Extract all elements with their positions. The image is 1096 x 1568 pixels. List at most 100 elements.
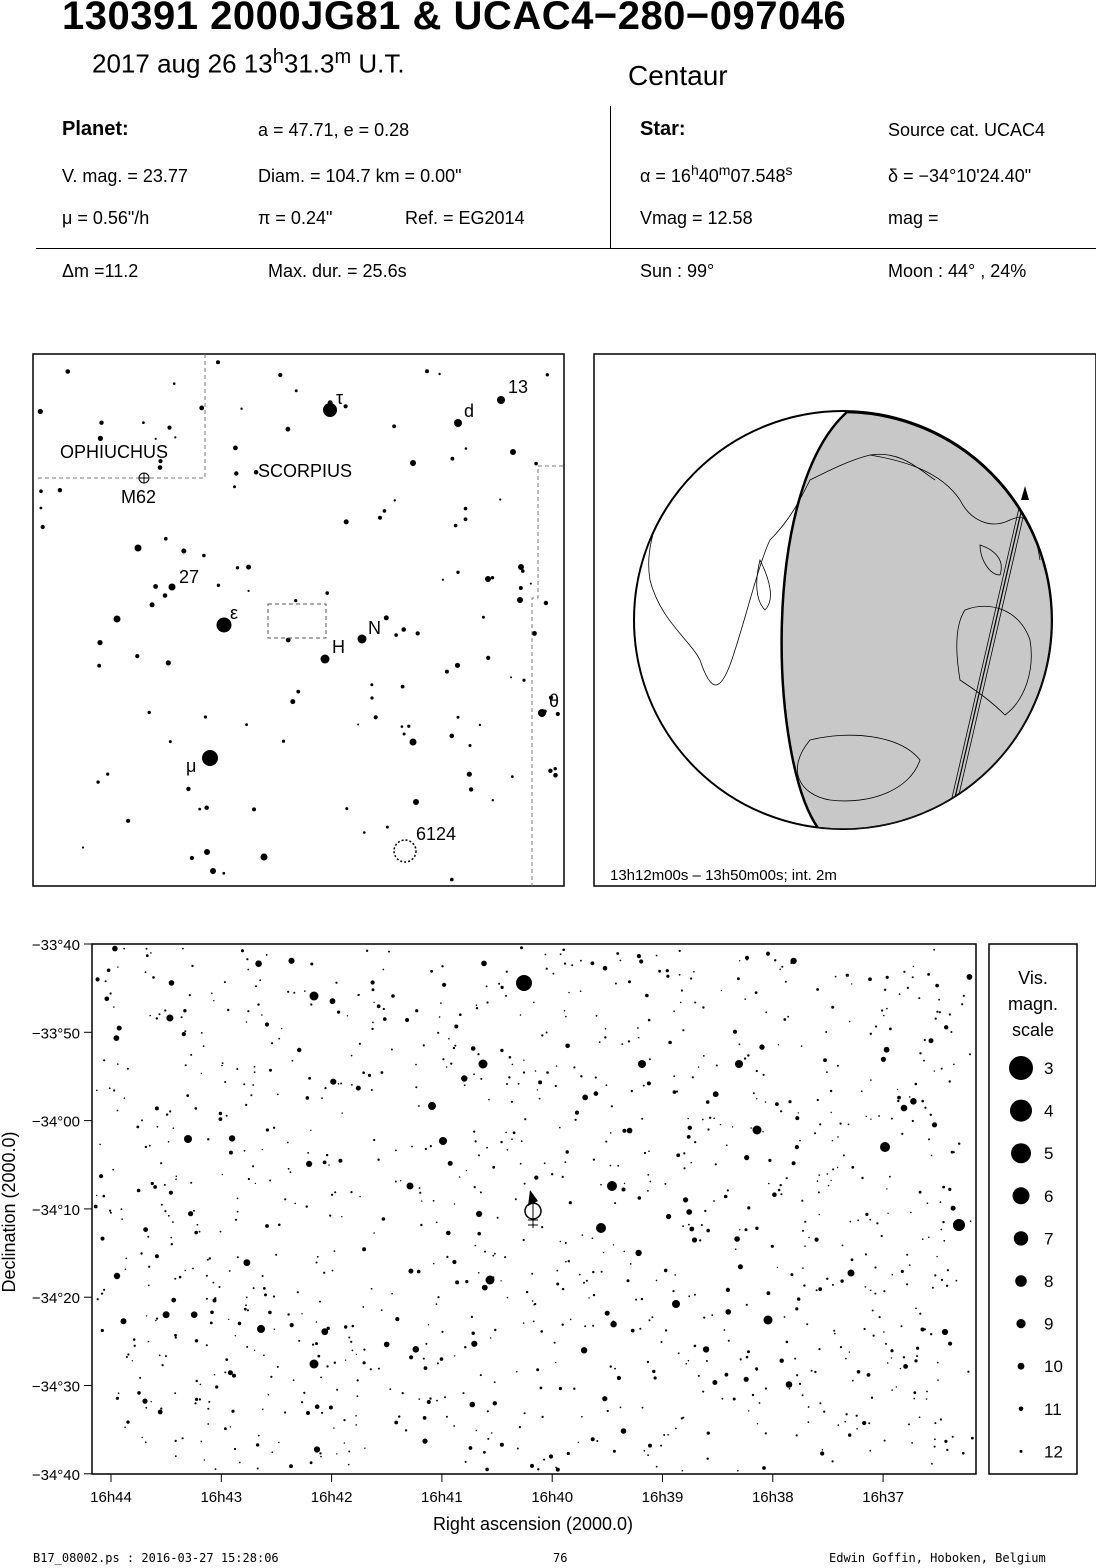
chart-star bbox=[516, 975, 532, 991]
chart-star bbox=[806, 1323, 809, 1326]
chart-star bbox=[755, 1069, 758, 1073]
label-mu: μ bbox=[186, 756, 196, 776]
chart-star bbox=[243, 1308, 246, 1310]
chart-star bbox=[229, 1426, 232, 1428]
chart-star bbox=[246, 958, 249, 961]
chart-star bbox=[511, 1138, 513, 1140]
chart-star bbox=[125, 1356, 128, 1358]
chart-star bbox=[335, 981, 338, 984]
finder-star bbox=[553, 767, 557, 771]
chart-star bbox=[889, 1175, 891, 1178]
chart-star bbox=[950, 1031, 953, 1033]
chart-star bbox=[776, 1266, 779, 1269]
chart-star bbox=[584, 1325, 587, 1328]
finder-star bbox=[466, 771, 472, 777]
chart-star bbox=[687, 1117, 689, 1120]
chart-star bbox=[481, 1284, 488, 1291]
chart-star bbox=[774, 959, 777, 962]
chart-star bbox=[117, 1392, 120, 1394]
chart-star bbox=[442, 1058, 445, 1061]
chart-star bbox=[933, 1445, 936, 1448]
chart-star bbox=[605, 1084, 608, 1087]
chart-star bbox=[568, 1201, 572, 1205]
chart-star bbox=[755, 1226, 759, 1231]
chart-star bbox=[539, 1386, 543, 1390]
chart-star bbox=[500, 1048, 504, 1053]
chart-star bbox=[818, 1348, 821, 1351]
chart-star bbox=[927, 973, 930, 976]
chart-star bbox=[406, 1182, 414, 1190]
chart-star bbox=[752, 1125, 762, 1135]
chart-star bbox=[284, 1198, 287, 1201]
chart-star bbox=[666, 1213, 672, 1220]
chart-star bbox=[686, 1209, 693, 1215]
chart-star bbox=[370, 1287, 373, 1290]
finder-star bbox=[39, 506, 43, 510]
chart-star bbox=[680, 989, 684, 992]
chart-star bbox=[533, 1001, 535, 1004]
chart-star bbox=[934, 1422, 937, 1425]
chart-star bbox=[883, 1439, 886, 1442]
chart-star bbox=[483, 1450, 486, 1454]
chart-star bbox=[205, 1274, 208, 1277]
chart-star bbox=[188, 1211, 194, 1217]
chart-star bbox=[583, 1281, 585, 1284]
finder-star bbox=[172, 382, 176, 385]
chart-star bbox=[819, 1123, 822, 1126]
chart-star bbox=[421, 1200, 423, 1202]
chart-star bbox=[966, 974, 973, 980]
detail-chart-stars bbox=[93, 945, 974, 1472]
chart-star bbox=[234, 1218, 238, 1221]
chart-star bbox=[184, 1064, 187, 1067]
chart-star bbox=[860, 1090, 863, 1093]
chart-star bbox=[562, 948, 565, 952]
finder-star bbox=[189, 855, 194, 861]
finder-star bbox=[216, 360, 220, 365]
chart-star bbox=[297, 1047, 302, 1053]
ngc6124-symbol bbox=[393, 839, 417, 863]
chart-star bbox=[845, 1357, 847, 1360]
chart-star bbox=[855, 1414, 858, 1417]
chart-star bbox=[541, 1034, 544, 1037]
chart-star bbox=[706, 1457, 709, 1460]
chart-star bbox=[142, 1398, 148, 1404]
legend-star bbox=[1015, 1275, 1027, 1287]
chart-star bbox=[647, 1174, 650, 1176]
chart-star bbox=[936, 1010, 939, 1013]
chart-star bbox=[322, 1160, 327, 1165]
chart-star bbox=[113, 1089, 116, 1092]
chart-star bbox=[519, 1014, 522, 1016]
chart-star bbox=[415, 1009, 419, 1013]
chart-star bbox=[168, 1190, 173, 1195]
chart-star bbox=[100, 1292, 104, 1295]
chart-star bbox=[348, 1450, 351, 1453]
chart-star bbox=[439, 1357, 444, 1361]
chart-star bbox=[415, 1086, 418, 1089]
chart-star bbox=[308, 1076, 311, 1080]
finder-star bbox=[425, 369, 429, 374]
finder-star bbox=[373, 715, 378, 720]
chart-star bbox=[127, 1353, 130, 1356]
chart-star bbox=[157, 1409, 163, 1415]
chart-star bbox=[610, 1105, 614, 1108]
finder-star bbox=[296, 689, 301, 694]
chart-star bbox=[454, 1355, 456, 1357]
chart-star bbox=[714, 1163, 717, 1166]
chart-star bbox=[744, 998, 746, 1000]
chart-star bbox=[912, 965, 915, 968]
chart-star bbox=[510, 1100, 513, 1103]
legend-mag-label: 12 bbox=[1044, 1442, 1063, 1461]
chart-star bbox=[585, 1279, 588, 1282]
chart-star bbox=[737, 1264, 743, 1270]
label-scorpius: SCORPIUS bbox=[258, 461, 352, 481]
chart-star bbox=[961, 1003, 964, 1006]
chart-star bbox=[785, 1381, 793, 1388]
chart-star bbox=[343, 1442, 346, 1444]
chart-star bbox=[857, 1219, 860, 1222]
chart-star bbox=[175, 1178, 177, 1180]
chart-star bbox=[825, 1031, 828, 1033]
chart-star bbox=[758, 1402, 761, 1404]
chart-star bbox=[709, 1116, 712, 1120]
chart-star bbox=[162, 1311, 170, 1319]
